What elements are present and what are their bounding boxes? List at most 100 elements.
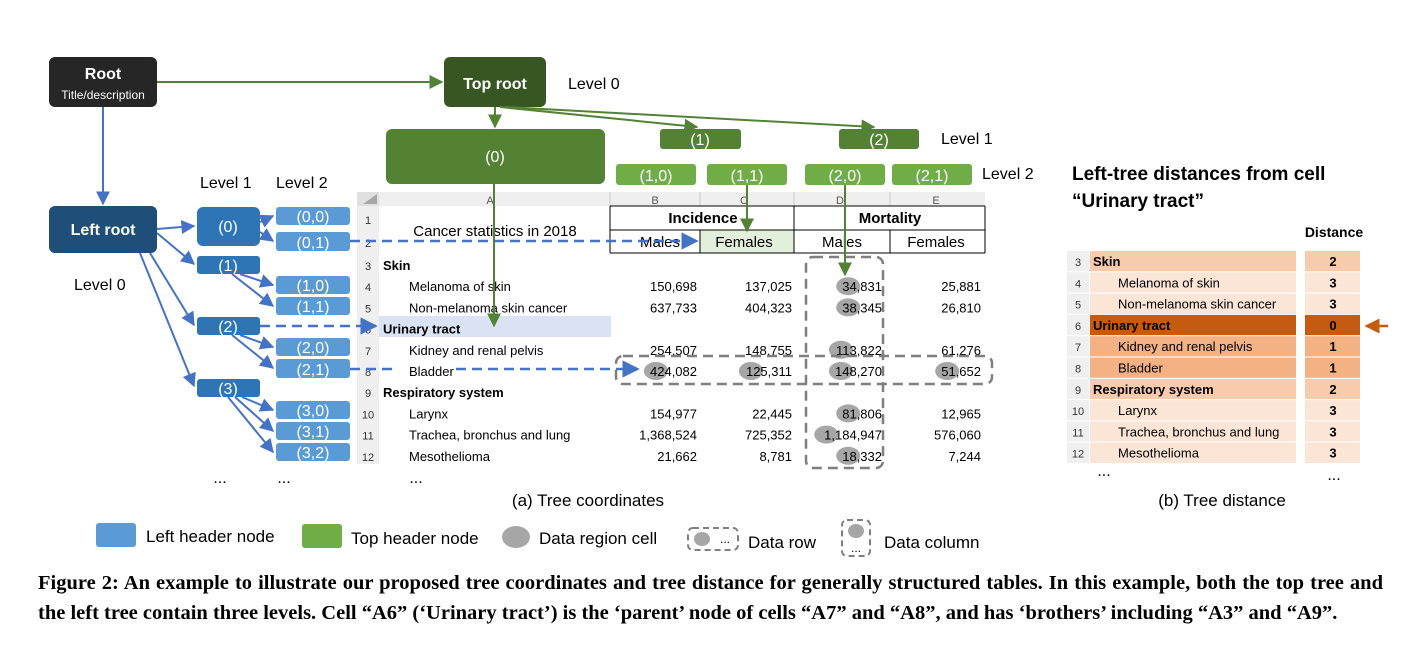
table-row: 3 Skin <box>365 258 411 273</box>
legend-data-row-label: Data row <box>748 533 817 552</box>
distance-row-label: Larynx <box>1118 403 1158 418</box>
distance-row-label: Bladder <box>1118 361 1163 376</box>
distance-value-bg <box>1305 421 1360 442</box>
figure-caption: Figure 2: An example to illustrate our p… <box>38 572 1383 624</box>
left-node-3-label: (3) <box>218 381 238 398</box>
row-label: Bladder <box>409 364 454 379</box>
distance-label-bg <box>1090 421 1296 442</box>
sub-header-e: Females <box>907 234 965 251</box>
distance-value-bg <box>1305 293 1360 314</box>
distance-row: 10 Larynx 3 <box>1067 400 1360 421</box>
incidence-header: Incidence <box>668 210 737 227</box>
top-node-1-0 <box>616 164 696 185</box>
distance-value: 3 <box>1329 297 1336 312</box>
legend-data-row-swatch <box>687 527 739 551</box>
row-label: Mesothelioma <box>409 449 491 464</box>
distance-row-num-bg <box>1067 336 1089 357</box>
distance-row-num-bg <box>1067 400 1089 421</box>
row-number: 4 <box>365 282 371 294</box>
table-row: 12 Mesothelioma 21,662 8,781 18,332 7,244 <box>362 446 981 465</box>
data-region-cell <box>836 446 861 465</box>
left-node-0-1-label: (0,1) <box>297 235 330 252</box>
distance-row: 4 Melanoma of skin 3 <box>1067 272 1360 293</box>
row-number: 3 <box>365 261 371 273</box>
distance-row-number: 10 <box>1072 406 1084 418</box>
top-node-1-0-label: (1,0) <box>640 168 673 185</box>
data-region-cell <box>935 362 960 380</box>
distance-value: 1 <box>1329 339 1336 354</box>
distance-value: 1 <box>1329 361 1336 376</box>
distance-value-bg <box>1305 314 1360 336</box>
table-row: 11 Trachea, bronchus and lung 1,368,524 725… <box>362 425 981 444</box>
row-number: 12 <box>362 452 374 464</box>
data-cell: 81,806 <box>842 406 882 421</box>
data-cell: 637,733 <box>650 300 697 315</box>
legend-data-column-label: Data column <box>884 533 979 552</box>
distance-ellipsis-right: ... <box>1327 467 1340 484</box>
col-letter-b: B <box>651 195 658 207</box>
legend-top-header-swatch <box>302 524 342 548</box>
distance-row: 3 Skin 2 <box>1067 251 1360 272</box>
data-cell: 148,270 <box>835 364 882 379</box>
distance-row-num-bg <box>1067 421 1089 442</box>
data-cell: 154,977 <box>650 406 697 421</box>
data-cell: 34,831 <box>842 279 882 294</box>
left-node-1-0-label: (1,0) <box>297 278 330 295</box>
data-column-frame <box>804 255 885 470</box>
distance-row-number: 7 <box>1075 342 1081 354</box>
table-row: 9 Respiratory system <box>365 385 504 400</box>
legend-data-row-dot <box>694 532 710 546</box>
legend-data-column-dot <box>848 524 864 538</box>
distance-value: 3 <box>1329 424 1336 439</box>
table-row: 4 Melanoma of skin 150,698 137,025 34,831 25,… <box>365 277 981 296</box>
data-region-cell <box>738 362 763 380</box>
top-node-2-1 <box>892 164 972 185</box>
data-cell: 150,698 <box>650 279 697 294</box>
distance-value-bg <box>1305 442 1360 463</box>
top-node-2-1-label: (2,1) <box>916 168 949 185</box>
left-node-2-1 <box>276 359 350 378</box>
left-node-1-1 <box>276 297 350 315</box>
top-level-2-label: Level 2 <box>982 166 1034 183</box>
top-node-2-0-label: (2,0) <box>829 168 862 185</box>
distance-value-bg <box>1305 357 1360 378</box>
data-cell: 725,352 <box>745 428 792 443</box>
mortality-header: Mortality <box>859 210 922 227</box>
left-node-1-1-label: (1,1) <box>297 299 330 316</box>
data-region-cell <box>836 277 861 296</box>
distance-value: 3 <box>1329 446 1336 461</box>
root-title: Root <box>85 66 122 83</box>
distance-row: 8 Bladder 1 <box>1067 357 1360 378</box>
root-subtitle: Title/description <box>61 88 145 102</box>
distance-label-bg <box>1090 442 1296 463</box>
data-cell: 148,755 <box>745 343 792 358</box>
distance-row-label: Non-melanoma skin cancer <box>1118 297 1277 312</box>
left-level-2-ellipsis: ... <box>277 470 290 487</box>
distance-value-bg <box>1305 272 1360 293</box>
distance-row-label: Skin <box>1093 254 1121 269</box>
data-region-cell <box>836 404 861 423</box>
top-level-1-label: Level 1 <box>941 131 993 148</box>
row-number: 8 <box>365 367 371 379</box>
left-root-node: Left root <box>49 206 157 253</box>
distance-row-num-bg <box>1067 272 1089 293</box>
distance-label-bg <box>1090 336 1296 357</box>
distance-row: 7 Kidney and renal pelvis 1 <box>1067 336 1360 357</box>
legend-left-header-swatch <box>96 523 136 547</box>
col-letter-c: C <box>740 195 748 207</box>
left-node-2-0 <box>276 338 350 356</box>
legend-left-header-label: Left header node <box>146 527 275 546</box>
distance-row-num-bg <box>1067 442 1089 463</box>
distance-value: 3 <box>1329 403 1336 418</box>
legend-data-row-dots: ... <box>720 532 730 546</box>
females-highlight <box>700 230 794 253</box>
left-node-1-label: (1) <box>218 258 238 275</box>
top-node-1-1-label: (1,1) <box>731 168 764 185</box>
data-region-cell <box>836 298 861 317</box>
caption-b: (b) Tree distance <box>1158 491 1286 510</box>
distance-row-label: Urinary tract <box>1093 318 1171 333</box>
distance-label-bg <box>1090 272 1296 293</box>
data-cell: 254,507 <box>650 343 697 358</box>
table-row: 5 Non-melanoma skin cancer 637,733 404,323 3… <box>365 298 981 317</box>
